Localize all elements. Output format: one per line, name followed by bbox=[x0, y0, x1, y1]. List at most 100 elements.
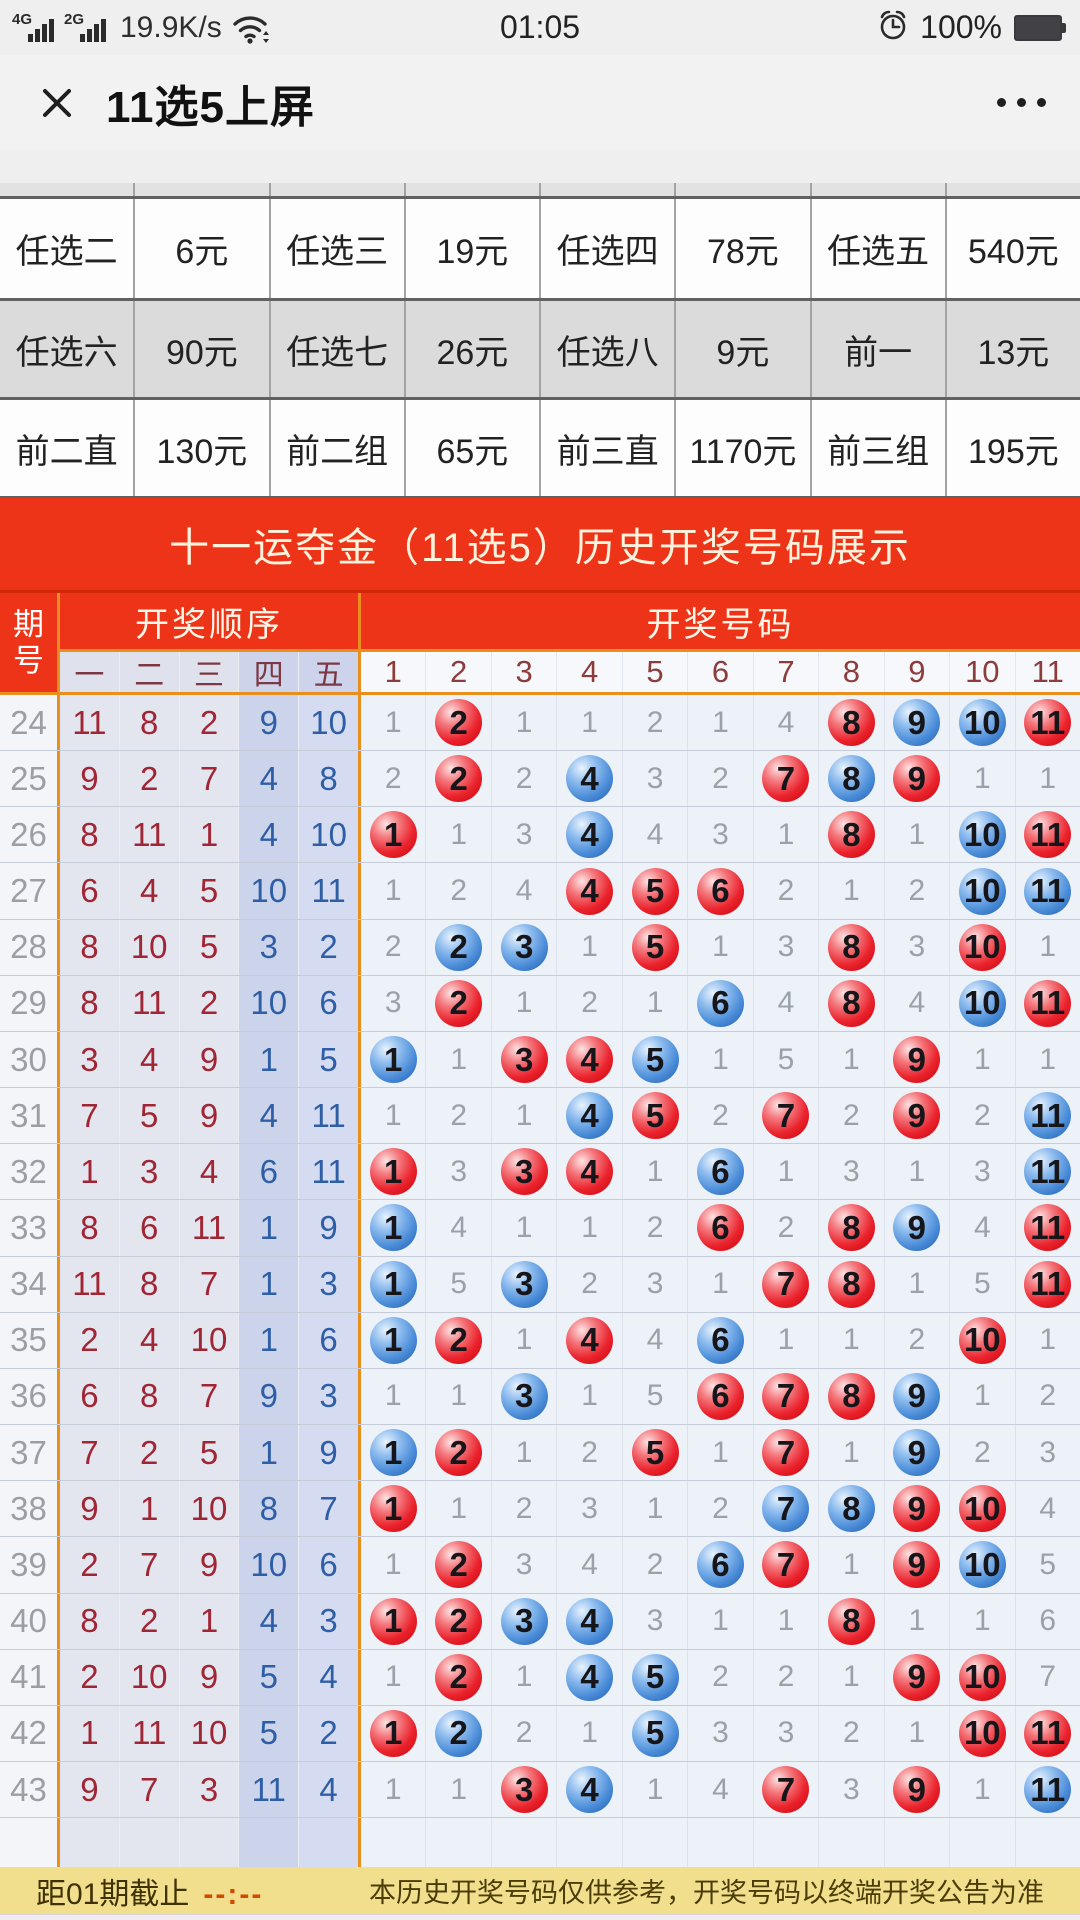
clipped-cell bbox=[944, 183, 1080, 196]
red-ball: 9 bbox=[893, 1036, 941, 1084]
miss-count: 1 bbox=[515, 705, 533, 739]
order-cell: 9 bbox=[60, 1481, 119, 1537]
number-cell: 1 bbox=[361, 1537, 425, 1592]
number-cell: 1 bbox=[361, 1369, 425, 1424]
number-cell: 1 bbox=[361, 1313, 425, 1368]
order-cell: 7 bbox=[118, 1761, 179, 1818]
number-cell: 2 bbox=[425, 1088, 490, 1144]
number-cell: 11 bbox=[1014, 863, 1080, 919]
miss-count: 6 bbox=[1039, 1604, 1057, 1638]
order-cell: 9 bbox=[60, 751, 119, 807]
close-icon[interactable] bbox=[34, 81, 78, 125]
history-row: 27 6 4 5 10 11 1 2 4 4 5 6 2 1 2 10 11 bbox=[0, 862, 1080, 919]
number-cell: 1 bbox=[361, 807, 425, 862]
miss-count: 1 bbox=[1039, 1323, 1057, 1357]
order-cell: 3 bbox=[60, 1031, 119, 1088]
order-cell: 8 bbox=[60, 1593, 119, 1649]
order-cell: 1 bbox=[238, 1425, 299, 1481]
red-ball: 8 bbox=[827, 699, 875, 747]
order-cell: 6 bbox=[298, 1312, 358, 1368]
order-cell: 4 bbox=[238, 1088, 299, 1144]
red-ball: 8 bbox=[827, 811, 875, 859]
numbers-segment: 1 4 1 1 2 6 2 8 9 4 11 bbox=[358, 1200, 1080, 1256]
number-cell: 1 bbox=[818, 863, 883, 919]
miss-count: 4 bbox=[712, 1772, 729, 1806]
number-cell: 8 bbox=[818, 695, 883, 751]
miss-count: 1 bbox=[581, 705, 598, 739]
miss-count: 3 bbox=[646, 761, 664, 795]
status-bar: 4G 2G 19.9K/s 01:05 bbox=[0, 0, 1080, 55]
number-cell: 8 bbox=[818, 975, 883, 1031]
red-ball: 2 bbox=[435, 755, 483, 803]
red-ball: 10 bbox=[958, 1316, 1006, 1364]
miss-count: 1 bbox=[908, 1716, 926, 1750]
banner: 十一运夺金（11选5）历史开奖号码展示 bbox=[0, 498, 1080, 593]
number-col-header: 5 bbox=[621, 652, 687, 692]
miss-count: 2 bbox=[581, 1267, 598, 1301]
number-cell: 1 bbox=[556, 1705, 621, 1761]
miss-count: 3 bbox=[843, 1154, 860, 1188]
number-cell: 1 bbox=[425, 1761, 490, 1818]
miss-count: 1 bbox=[973, 761, 991, 795]
order-cell: 3 bbox=[298, 1368, 358, 1425]
number-cell: 1 bbox=[490, 1200, 556, 1256]
period-cell: 35 bbox=[0, 1312, 57, 1368]
miss-count: 1 bbox=[450, 817, 468, 851]
order-cell: 11 bbox=[60, 695, 119, 751]
prize-value: 78元 bbox=[674, 199, 809, 298]
miss-count: 2 bbox=[973, 1435, 991, 1469]
order-cell: 8 bbox=[60, 975, 119, 1031]
number-cell: 4 bbox=[556, 1144, 621, 1200]
clock-time: 01:05 bbox=[499, 9, 581, 45]
prize-value: 195元 bbox=[944, 400, 1080, 496]
miss-count: 1 bbox=[646, 1491, 664, 1525]
blue-ball: 10 bbox=[958, 811, 1006, 859]
red-ball: 7 bbox=[762, 1766, 810, 1814]
miss-count: 1 bbox=[908, 1154, 926, 1188]
signal-4g-label: 4G bbox=[12, 10, 33, 28]
miss-count: 2 bbox=[646, 1547, 664, 1581]
order-cell: 1 bbox=[118, 1481, 179, 1537]
period-cell: 41 bbox=[0, 1649, 57, 1705]
signal-2g-label: 2G bbox=[64, 10, 85, 28]
miss-count: 1 bbox=[384, 1098, 402, 1132]
number-cell: 6 bbox=[687, 863, 752, 919]
number-cell bbox=[361, 1818, 425, 1867]
number-cell: 7 bbox=[752, 1256, 818, 1312]
number-cell: 2 bbox=[425, 919, 490, 975]
more-menu-icon[interactable] bbox=[997, 88, 1046, 117]
number-cell: 3 bbox=[490, 1593, 556, 1649]
miss-count: 3 bbox=[843, 1772, 860, 1806]
order-cell: 7 bbox=[60, 1088, 119, 1144]
red-ball: 7 bbox=[762, 1260, 810, 1308]
miss-count: 4 bbox=[908, 986, 926, 1020]
number-cell: 1 bbox=[556, 1368, 621, 1425]
page-title: 11选5上屏 bbox=[106, 82, 315, 132]
red-ball: 9 bbox=[893, 1766, 941, 1814]
number-cell: 10 bbox=[949, 1312, 1014, 1368]
order-cell: 1 bbox=[238, 1312, 299, 1368]
number-cell: 10 bbox=[949, 1649, 1014, 1705]
number-cell: 3 bbox=[490, 1761, 556, 1818]
order-cell: 9 bbox=[178, 1649, 239, 1705]
blue-ball: 2 bbox=[435, 923, 483, 971]
history-row: 38 9 1 10 8 7 1 1 2 3 1 2 7 8 9 10 4 bbox=[0, 1480, 1080, 1537]
red-ball: 11 bbox=[1024, 811, 1072, 859]
miss-count: 2 bbox=[712, 761, 729, 795]
red-ball: 3 bbox=[500, 1036, 548, 1084]
number-cell: 1 bbox=[490, 1088, 556, 1144]
order-cell: 10 bbox=[238, 1537, 299, 1593]
history-row: 33 8 6 11 1 9 1 4 1 1 2 6 2 8 9 4 11 bbox=[0, 1199, 1080, 1256]
number-cell: 3 bbox=[490, 1368, 556, 1425]
number-cell: 4 bbox=[556, 1649, 621, 1705]
red-ball: 2 bbox=[435, 1653, 483, 1701]
number-cell: 4 bbox=[556, 1031, 621, 1088]
number-cell: 2 bbox=[425, 975, 490, 1031]
prize-row: 任选二 6元 任选三 19元 任选四 78元 任选五 540元 bbox=[0, 199, 1080, 298]
number-cell: 1 bbox=[361, 1594, 425, 1649]
miss-count: 1 bbox=[384, 705, 402, 739]
blue-ball: 9 bbox=[893, 699, 941, 747]
number-cell bbox=[949, 1818, 1014, 1868]
